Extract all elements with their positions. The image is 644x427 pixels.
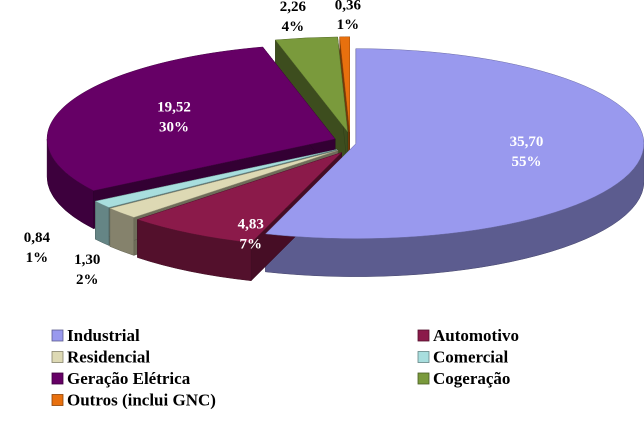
legend-label: Geração Elétrica xyxy=(67,369,191,388)
legend-swatch xyxy=(51,394,64,406)
legend-label: Cogeração xyxy=(433,369,510,388)
legend: Industrial Automotivo Residencial Comercial… xyxy=(51,326,519,409)
legend-label: Comercial xyxy=(433,347,508,366)
legend-swatch xyxy=(417,351,430,363)
slice xyxy=(274,36,349,133)
slice xyxy=(46,46,336,191)
value-label: 35,70 xyxy=(510,134,544,150)
value-label: 1,30 xyxy=(74,252,100,268)
slice xyxy=(264,48,644,239)
percent-label: 4% xyxy=(282,19,305,35)
legend-label: Automotivo xyxy=(433,326,519,345)
legend-swatch xyxy=(417,372,430,385)
legend-swatch xyxy=(51,372,64,385)
legend-label: Outros (inclui GNC) xyxy=(67,390,216,409)
slice xyxy=(136,152,342,243)
value-label: 19,52 xyxy=(157,100,191,116)
value-label: 4,83 xyxy=(238,217,264,233)
legend-label: Industrial xyxy=(67,326,140,345)
percent-label: 7% xyxy=(239,237,262,253)
labels: 35,70 55% 4,83 7% 1,30 2% 0,84 1% 19,52 30% 2,26 4%… xyxy=(24,0,544,288)
percent-label: 55% xyxy=(512,154,542,170)
value-label: 0,36 xyxy=(335,0,362,13)
percent-label: 2% xyxy=(76,272,99,288)
percent-label: 1% xyxy=(26,250,49,266)
slice xyxy=(109,150,339,218)
legend-label: Residencial xyxy=(67,347,150,366)
legend-swatch xyxy=(417,329,430,342)
legend-swatch xyxy=(51,329,64,342)
slice-side xyxy=(95,200,110,246)
percent-label: 30% xyxy=(159,120,189,136)
slice xyxy=(339,36,350,132)
value-label: 0,84 xyxy=(24,230,51,246)
legend-swatch xyxy=(51,351,64,363)
value-label: 2,26 xyxy=(280,0,307,15)
percent-label: 1% xyxy=(337,17,360,33)
pie xyxy=(46,36,644,282)
slice xyxy=(94,149,338,208)
